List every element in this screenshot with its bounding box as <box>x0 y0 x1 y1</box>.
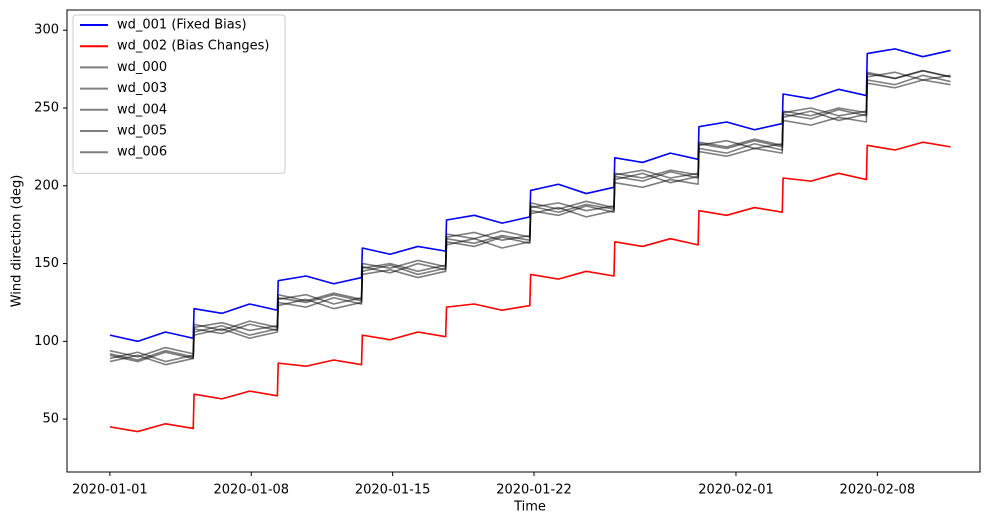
legend-label: wd_002 (Bias Changes) <box>117 39 269 54</box>
legend-label: wd_001 (Fixed Bias) <box>117 18 247 33</box>
series-line <box>109 69 951 363</box>
y-tick-label: 250 <box>34 101 59 116</box>
legend: wd_001 (Fixed Bias) wd_002 (Bias Changes)… <box>72 14 286 174</box>
y-axis-label: Wind direction (deg) <box>10 175 25 308</box>
x-tick-label: 2020-02-01 <box>698 483 774 498</box>
y-tick-label: 100 <box>34 334 59 349</box>
legend-label: wd_003 <box>117 81 167 96</box>
y-tick-label: 50 <box>42 412 59 427</box>
x-tick-label: 2020-01-01 <box>72 483 148 498</box>
y-tick-label: 200 <box>34 178 59 193</box>
legend-label: wd_004 <box>117 102 167 117</box>
x-tick-label: 2020-02-08 <box>840 483 916 498</box>
plot-area <box>109 48 951 433</box>
x-tick-label: 2020-01-08 <box>214 483 290 498</box>
legend-box <box>72 14 286 174</box>
axes-frame <box>66 9 981 473</box>
x-axis-label: Time <box>513 500 546 515</box>
legend-label: wd_000 <box>117 60 167 75</box>
legend-label: wd_005 <box>117 124 167 139</box>
y-tick-label: 150 <box>34 256 59 271</box>
y-tick-label: 300 <box>34 23 59 38</box>
legend-label: wd_006 <box>117 145 167 160</box>
x-tick-label: 2020-01-22 <box>496 483 572 498</box>
x-tick-label: 2020-01-15 <box>355 483 431 498</box>
series-line <box>109 141 951 433</box>
